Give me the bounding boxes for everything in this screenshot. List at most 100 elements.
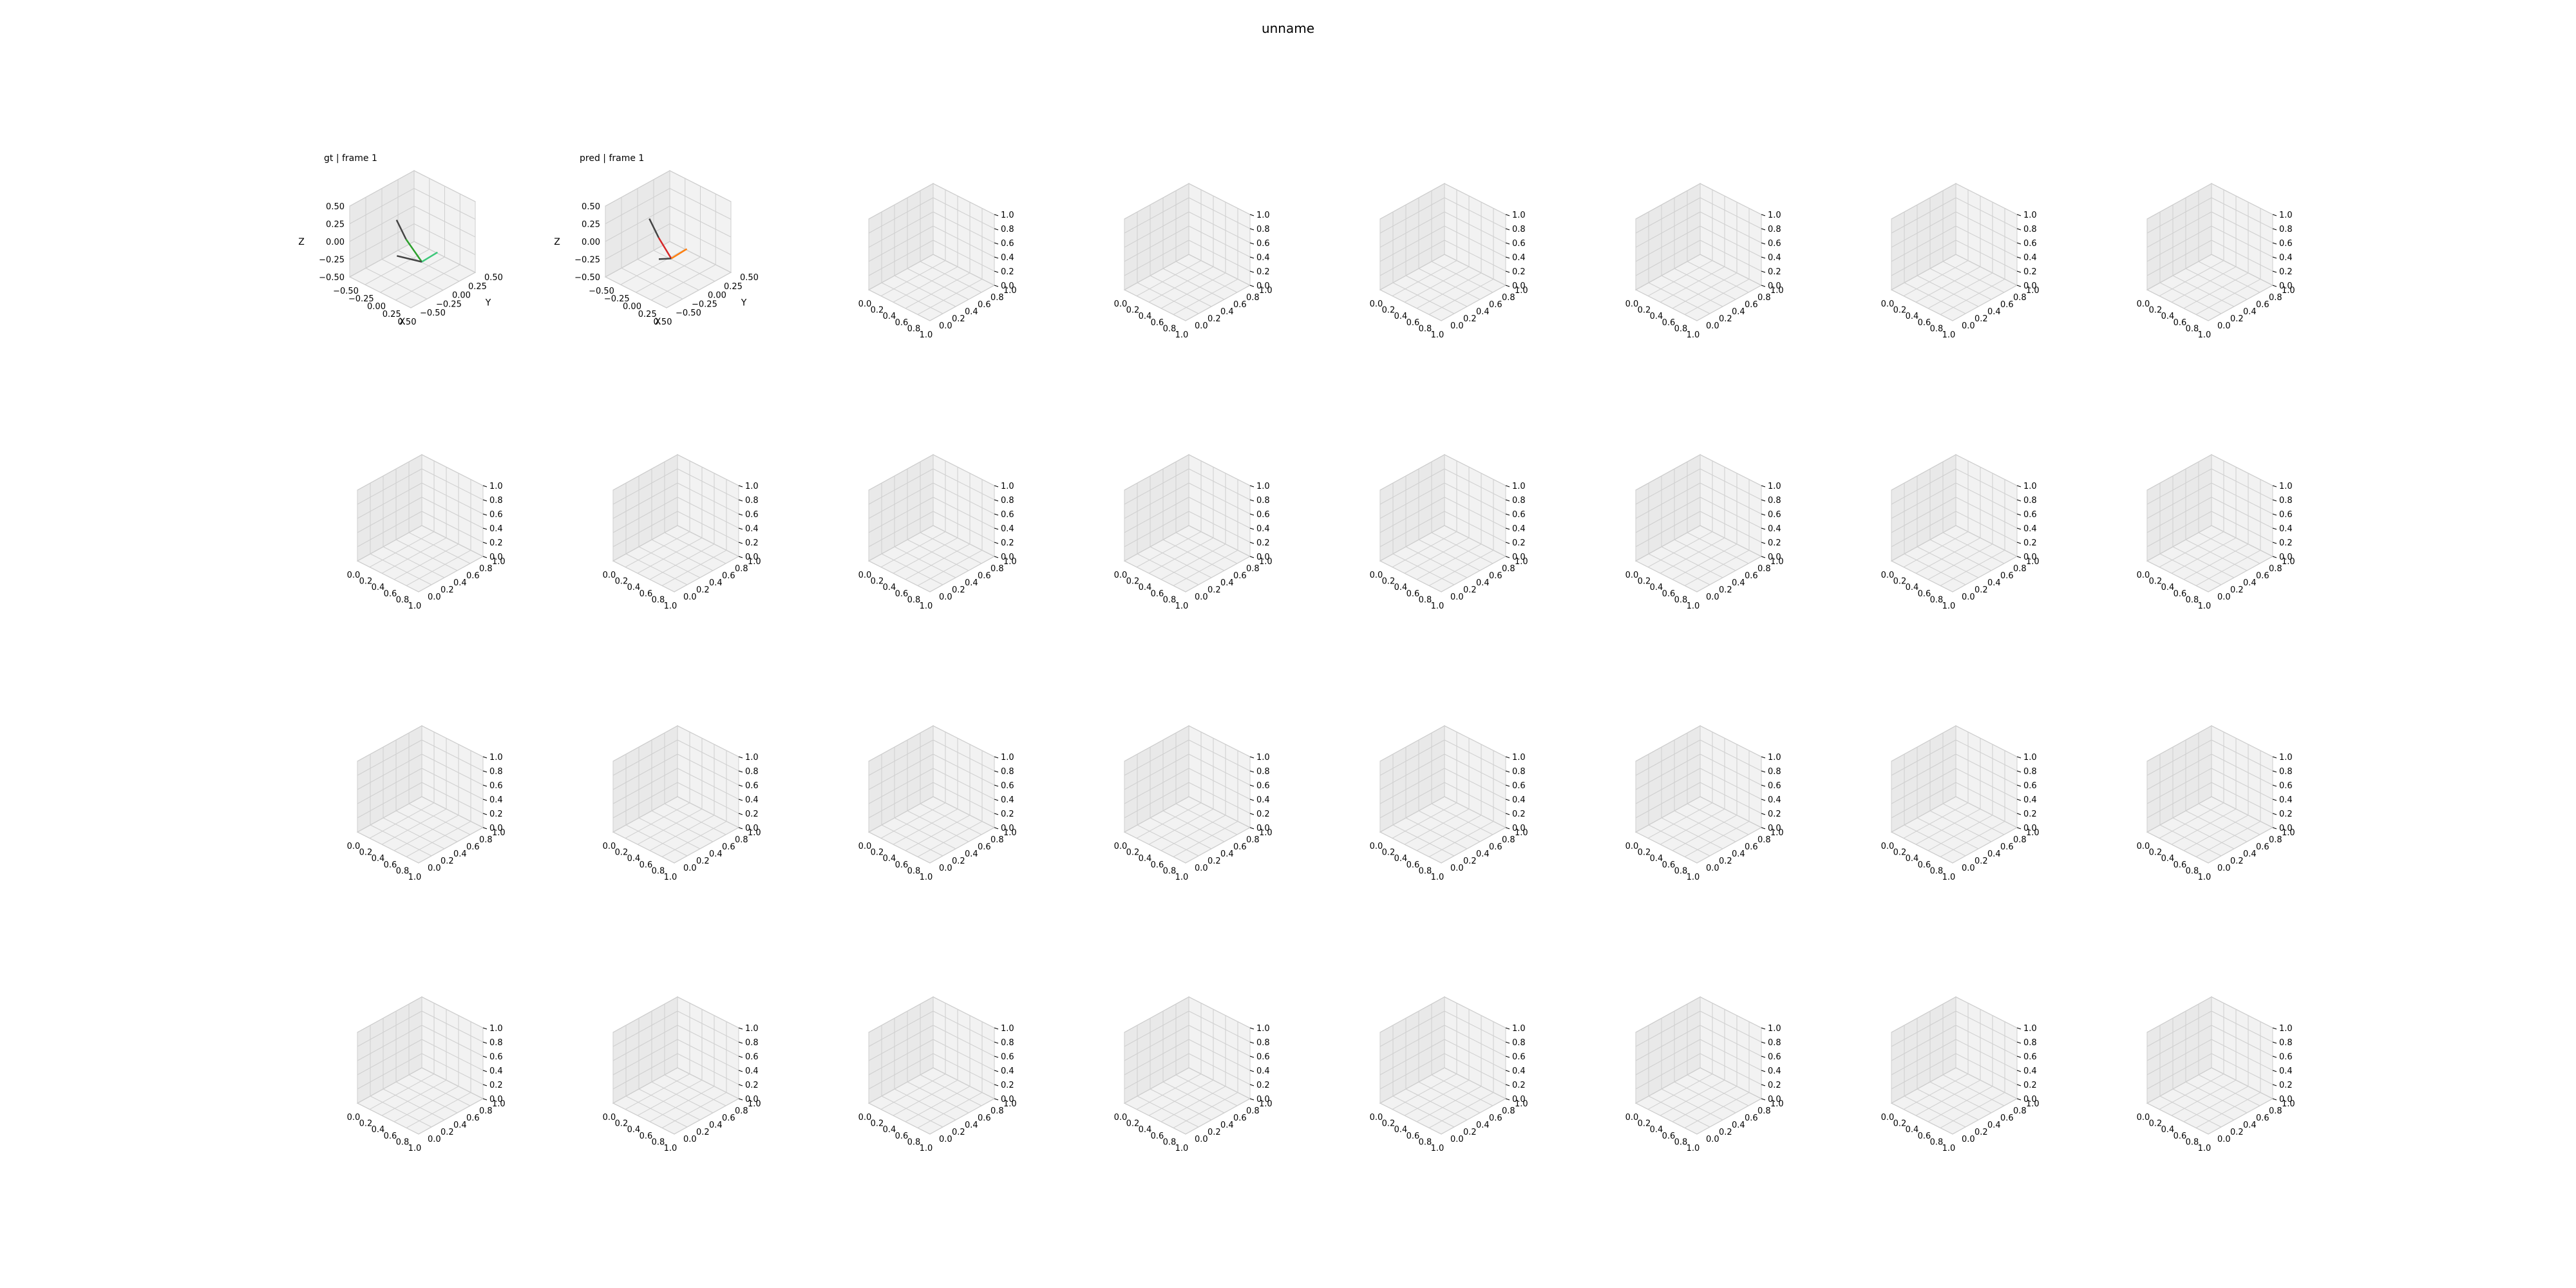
y-tick-label: 0.2	[1719, 857, 1732, 866]
z-tick-label: 0.50	[582, 202, 600, 212]
grid-line	[1124, 796, 1189, 833]
grid-line	[1940, 278, 2005, 315]
z-tick-label: 0.2	[489, 538, 503, 548]
series-line	[658, 237, 672, 260]
z-tick-label: 1.0	[1768, 482, 1781, 491]
grid-line	[2195, 1092, 2261, 1128]
z-tick-mark	[1505, 542, 1510, 544]
grid-line	[395, 810, 458, 842]
grid-line	[1917, 1088, 1979, 1121]
x-tick-label: 0.8	[2186, 866, 2199, 876]
grid-line	[1444, 1010, 1506, 1043]
z-tick-label: 0.0	[745, 1095, 759, 1104]
grid-line	[2185, 268, 2248, 300]
grid-line	[677, 753, 739, 786]
grid-line	[1661, 275, 1723, 307]
grid-line	[357, 1010, 422, 1047]
grid-line	[357, 1103, 419, 1135]
subplot-1-3: 0.00.00.20.20.4 0.40.60.60.80.81.01.00.00…	[858, 183, 1017, 340]
grid-line	[1955, 525, 2018, 557]
grid-line	[357, 497, 422, 533]
x-tick-label: 0.6	[1406, 860, 1420, 870]
z-tick-mark	[2016, 799, 2022, 801]
z-tick-mark	[1505, 214, 1510, 216]
z-tick-label: 0.8	[1768, 767, 1781, 777]
x-tick-label: 0.0	[347, 842, 361, 851]
z-tick-mark	[738, 756, 743, 759]
z-tick-mark	[482, 827, 488, 829]
grid-line	[1431, 1074, 1493, 1106]
x-tick-label: 0.8	[1419, 866, 1432, 876]
grid-line	[1635, 240, 1701, 276]
grid-line	[1124, 197, 1189, 234]
y-tick-label: 1.0	[2026, 828, 2040, 838]
grid-line	[1696, 556, 1762, 592]
grid-line	[1444, 725, 1506, 757]
x-tick-label: −0.50	[333, 287, 359, 296]
z-tick-label: 0.2	[1512, 810, 1526, 819]
grid-line	[2208, 827, 2273, 864]
z-tick-label: 0.2	[489, 1081, 503, 1090]
grid-line	[1891, 211, 1956, 248]
y-tick-label: 0.8	[735, 564, 748, 574]
z-tick-label: 0.4	[1512, 524, 1526, 534]
z-tick-mark	[994, 827, 999, 829]
z-tick-label: 0.0	[1001, 281, 1014, 291]
grid-line	[1942, 803, 2005, 835]
y-tick-label: 0.4	[2243, 1121, 2257, 1130]
y-tick-label: 0.2	[1975, 585, 1988, 595]
z-tick-mark	[738, 1027, 743, 1030]
grid-line	[1891, 782, 1956, 819]
z-tick-label: 0.2	[1768, 538, 1781, 548]
z-tick-label: 0.4	[1256, 795, 1270, 805]
z-tick-label: 1.0	[2279, 753, 2293, 762]
z-tick-label: 0.8	[1256, 767, 1270, 777]
z-tick-mark	[1505, 1041, 1510, 1044]
x-tick-label: −0.25	[604, 294, 630, 304]
grid-line	[1635, 468, 1701, 505]
z-tick-label: 0.4	[2023, 795, 2037, 805]
grid-line	[894, 546, 956, 578]
z-tick-mark	[994, 499, 999, 502]
grid-line	[2183, 815, 2249, 851]
series-line	[397, 255, 422, 263]
grid-line	[917, 820, 983, 857]
subplot-4-8: 0.00.00.20.20.4 0.40.60.60.80.81.01.00.00…	[2137, 996, 2295, 1153]
grid-line	[1188, 996, 1251, 1028]
grid-line	[1188, 796, 1251, 828]
grid-line	[1188, 1010, 1251, 1043]
z-tick-mark	[1249, 214, 1255, 216]
grid-line	[1891, 768, 1956, 804]
grid-line	[1379, 1067, 1445, 1104]
grid-line	[920, 532, 982, 564]
z-tick-label: 0.8	[1256, 496, 1270, 506]
grid-line	[1952, 827, 2018, 864]
y-tick-label: 0.4	[1732, 849, 1745, 859]
grid-line	[357, 511, 422, 547]
x-tick-label: 0.4	[1906, 854, 1919, 864]
y-tick-label: 0.0	[1706, 864, 1719, 873]
z-tick-label: 0.4	[489, 1066, 503, 1076]
z-tick-mark	[994, 242, 999, 245]
z-tick-mark	[1761, 1056, 1766, 1058]
y-tick-label: 1.0	[1515, 286, 1528, 296]
y-tick-label: 0.2	[1975, 857, 1988, 866]
grid-line	[2211, 254, 2273, 286]
z-tick-label: 0.8	[2023, 225, 2037, 234]
z-tick-mark	[1249, 827, 1255, 829]
x-tick-label: 0.6	[1662, 860, 1676, 870]
z-tick-label: 1.0	[1512, 753, 1526, 762]
y-tick-label: 1.0	[2282, 828, 2295, 838]
x-tick-label: 0.50	[398, 317, 417, 327]
grid-line	[421, 1067, 484, 1099]
x-tick-label: 0.2	[1126, 1119, 1140, 1129]
grid-line	[2159, 553, 2222, 585]
grid-line	[1136, 531, 1202, 568]
y-tick-label: 0.4	[709, 578, 723, 588]
x-tick-label: 0.2	[359, 1119, 373, 1129]
z-tick-mark	[2272, 542, 2277, 544]
grid-line	[1379, 1039, 1445, 1075]
z-tick-mark	[2016, 1027, 2022, 1030]
z-tick-mark	[1249, 1070, 1255, 1072]
x-tick-label: 0.6	[1406, 318, 1420, 328]
